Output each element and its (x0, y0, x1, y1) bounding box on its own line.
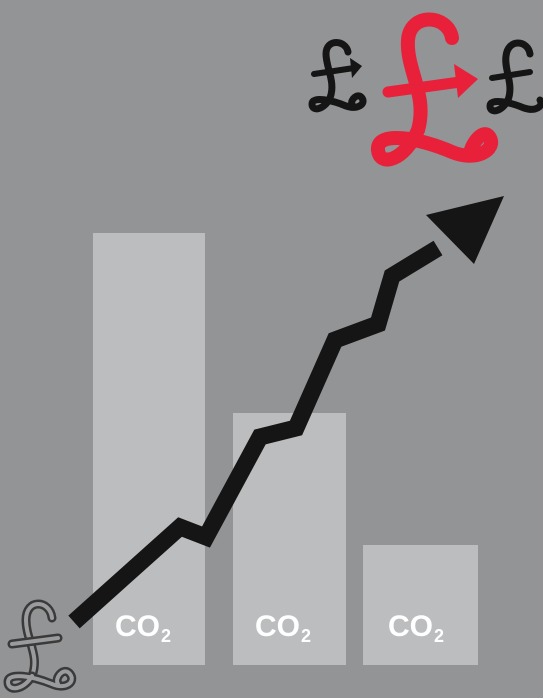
co2-bar-3 (363, 545, 478, 665)
red-pound-icon (371, 12, 498, 167)
co2-label-2: CO2 (255, 610, 312, 646)
co2-label-main: CO (255, 610, 300, 643)
co2-label-main: CO (115, 610, 160, 643)
rising-arrow-icon (68, 196, 504, 629)
co2-label-main: CO (388, 610, 433, 643)
black-pound-icon-left (308, 39, 367, 113)
co2-label-3: CO2 (388, 610, 445, 646)
co2-label-subscript: 2 (301, 626, 312, 646)
outline-pound-icon (3, 599, 77, 693)
black-pound-icon-right (486, 39, 543, 115)
co2-label-subscript: 2 (161, 626, 172, 646)
co2-label-subscript: 2 (434, 626, 445, 646)
co2-label-1: CO2 (115, 610, 172, 646)
